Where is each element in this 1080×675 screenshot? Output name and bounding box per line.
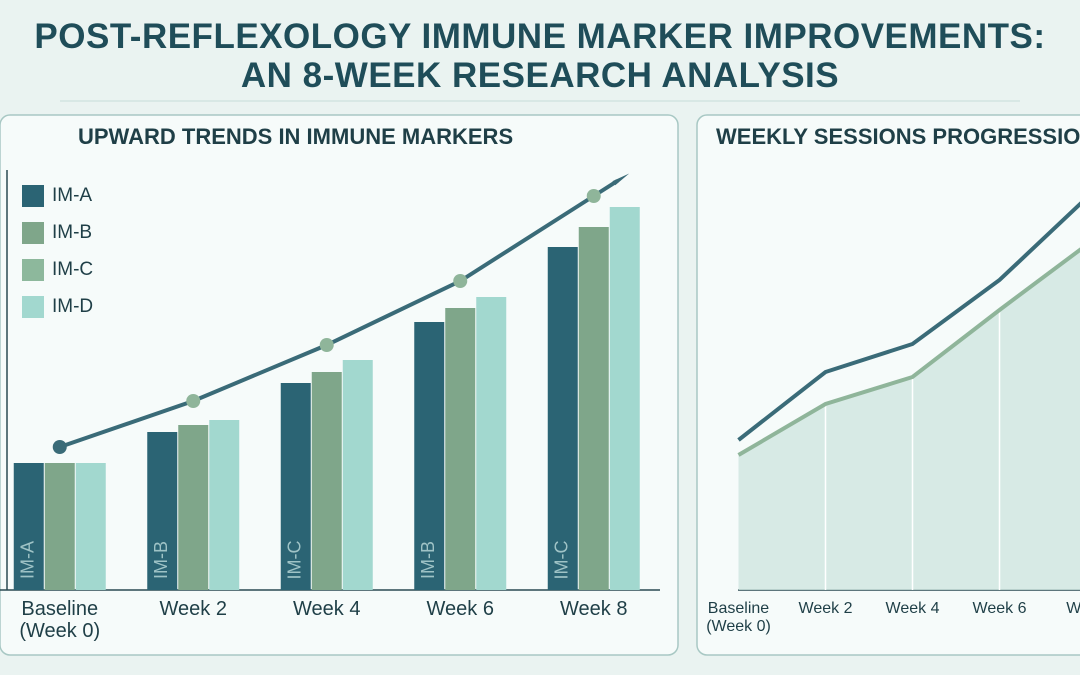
bar [178,425,209,590]
x-tick-label: Week 4 [293,598,361,620]
bar [209,420,240,590]
bar [13,463,44,590]
x-tick-label: Baseline (Week 0) [19,598,101,642]
bar-label: IM-C [285,541,305,580]
chart-title: UPWARD TRENDS IN IMMUNE MARKERS [78,124,514,149]
bar [476,297,507,590]
x-tick-label: Week 8 [560,598,628,620]
bar [445,308,476,590]
x-tick-label: Baseline (Week 0) [706,600,771,635]
bar [311,372,342,590]
bar [75,463,106,590]
legend-swatch [22,259,44,281]
line [737,247,1080,457]
chart-title: WEEKLY SESSIONS PROGRESSION [716,124,1080,149]
trend-marker [319,338,334,352]
line [737,201,1080,442]
legend-label: IM-A [52,185,93,206]
trend-marker [52,440,67,454]
bar [414,322,445,590]
bar [280,383,311,590]
legend-swatch [22,296,44,318]
trend-marker [586,189,601,203]
legend-swatch [22,222,44,244]
bar [147,432,178,590]
trend-marker [453,274,468,288]
bar-label: IM-B [418,541,438,579]
x-tick-label: Week 6 [426,598,494,620]
x-tick-label: Week 4 [885,600,940,617]
bar [44,463,75,590]
bar [342,360,373,590]
bar [609,207,640,590]
legend-label: IM-C [52,259,94,280]
x-tick-label: Week 2 [159,598,227,620]
bar [578,227,609,590]
trend-arrowhead [612,173,630,186]
trend-marker [186,394,201,408]
x-tick-label: Week 8 [1066,600,1080,617]
legend-label: IM-D [52,296,94,317]
page-title: POST-REFLEXOLOGY IMMUNE MARKER IMPROVEME… [34,17,1046,95]
legend-swatch [22,185,44,207]
x-tick-label: Week 6 [972,600,1027,617]
area [738,249,1080,590]
bar-label: IM-B [151,541,171,579]
bar [547,247,578,590]
x-tick-label: Week 2 [798,600,853,617]
bar-label: IM-C [552,541,572,580]
bar-label: IM-A [18,541,38,579]
legend-label: IM-B [52,222,93,243]
